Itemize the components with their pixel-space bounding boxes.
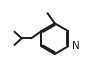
Text: N: N	[72, 41, 79, 51]
